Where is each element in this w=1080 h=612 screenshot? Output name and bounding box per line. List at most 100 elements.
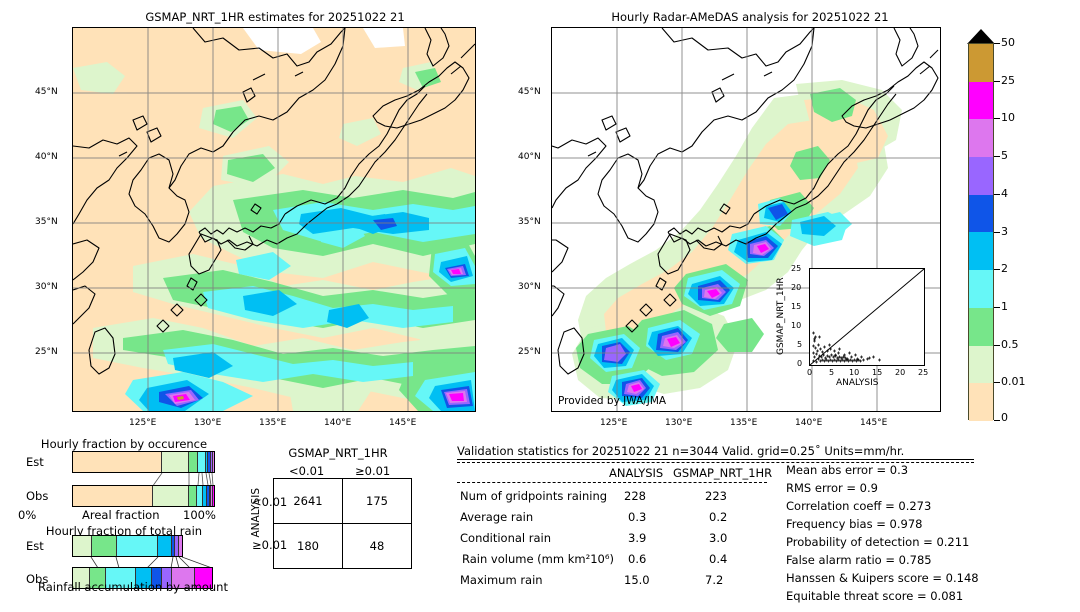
- tr-obs-seg-2: [106, 568, 136, 588]
- tr-obs-seg-6: [171, 568, 196, 588]
- right-lon-tick-0: 125°E: [600, 418, 628, 428]
- tr-obs-seg-0: [73, 568, 90, 588]
- total-rain-est-bar: [72, 535, 183, 557]
- tr-est-seg-0: [73, 536, 92, 556]
- contingency-cell-11: 48: [342, 523, 412, 569]
- right-lat-tick-4: 25°N: [518, 347, 541, 357]
- tr-est-seg-6: [178, 536, 182, 556]
- left-lat-tick-4: 25°N: [35, 347, 58, 357]
- cbar-label-50: 50: [1001, 36, 1015, 49]
- tr-obs-seg-4: [152, 568, 162, 588]
- occurrence-xlabel-left: 0%: [18, 508, 37, 522]
- occ-obs-seg-3: [197, 486, 203, 506]
- cbar-band-2-1: [969, 270, 993, 308]
- scatter-ytick-0: 0: [797, 359, 803, 368]
- occ-est-seg-2: [188, 452, 199, 472]
- table-row: 180 48: [273, 523, 412, 569]
- validation-score-2: Correlation coeff = 0.273: [786, 499, 932, 513]
- cbar-label-25: 25: [1001, 73, 1015, 87]
- occ-est-seg-0: [73, 452, 162, 472]
- validation-score-1: RMS error = 0.9: [786, 481, 878, 495]
- contingency-col-title: GSMAP_NRT_1HR: [288, 446, 388, 460]
- cbar-band-001-0: [969, 383, 993, 421]
- scatter-xtick-0: 0: [807, 368, 813, 377]
- scatter-y-axis-label: GSMAP_NRT_1HR: [776, 277, 786, 355]
- left-lat-tick-3: 30°N: [35, 282, 58, 292]
- validation-score-4: Probability of detection = 0.211: [786, 535, 970, 549]
- right-lat-tick-2: 35°N: [518, 217, 541, 227]
- right-lon-tick-1: 130°E: [665, 418, 693, 428]
- occurrence-connector-lines: [153, 473, 214, 485]
- right-lat-tick-3: 30°N: [518, 282, 541, 292]
- scatter-ytick-10: 10: [791, 321, 802, 330]
- scatter-ytick-5: 5: [797, 340, 803, 349]
- validation-row-name-3: Rain volume (mm km²10⁶): [462, 552, 614, 566]
- occ-obs-seg-2: [188, 486, 198, 506]
- cbar-label-001: 0.01: [1001, 375, 1026, 389]
- occurrence-title: Hourly fraction by occurence: [40, 437, 208, 451]
- cbar-label-2: 2: [1001, 262, 1008, 276]
- tr-est-seg-5: [175, 536, 179, 556]
- validation-score-0: Mean abs error = 0.3: [786, 463, 909, 477]
- cbar-label-1: 1: [1001, 299, 1008, 313]
- validation-row-gsmap-0: 223: [705, 489, 727, 503]
- validation-row-analysis-3: 0.6: [628, 552, 647, 566]
- scatter-ytick-20: 20: [791, 283, 802, 292]
- cbar-band-25-10: [969, 81, 993, 120]
- right-panel-title: Hourly Radar-AMeDAS analysis for 2025102…: [611, 10, 889, 24]
- contingency-cell-10: 180: [273, 523, 343, 569]
- occurrence-xlabel-right: 100%: [183, 508, 216, 522]
- occ-est-seg-7: [212, 452, 214, 472]
- left-lon-tick-1: 130°E: [194, 418, 222, 428]
- right-lon-tick-3: 140°E: [795, 418, 823, 428]
- right-lon-tick-2: 135°E: [730, 418, 758, 428]
- left-lat-tick-2: 35°N: [35, 217, 58, 227]
- left-panel-title: GSMAP_NRT_1HR estimates for 20251022 21: [145, 10, 405, 24]
- total-rain-connector-lines: [90, 557, 213, 568]
- validation-row-gsmap-1: 0.2: [709, 510, 728, 524]
- cbar-label-10: 10: [1001, 111, 1015, 125]
- scatter-ytick-15: 15: [791, 302, 802, 311]
- cbar-band-50-25: [969, 44, 993, 82]
- tr-est-seg-4: [172, 536, 176, 556]
- cbar-band-10-5: [969, 119, 993, 158]
- cbar-label-0: 0: [1001, 411, 1008, 424]
- total-rain-obs-bar: [72, 567, 213, 589]
- total-rain-caption: Rainfall accumulation by amount: [38, 580, 228, 594]
- left-lon-tick-0: 125°E: [129, 418, 157, 428]
- validation-score-5: False alarm ratio = 0.785: [786, 553, 932, 567]
- tr-obs-seg-5: [161, 568, 172, 588]
- occ-est-seg-5: [208, 452, 212, 472]
- left-lon-tick-2: 135°E: [259, 418, 287, 428]
- validation-row-gsmap-2: 3.0: [709, 531, 728, 545]
- tr-est-seg-3: [157, 536, 173, 556]
- occurrence-est-label: Est: [26, 455, 44, 469]
- validation-header: Validation statistics for 20251022 21 n=…: [457, 444, 905, 458]
- left-lon-tick-3: 140°E: [324, 418, 352, 428]
- occurrence-obs-bar: [72, 485, 215, 507]
- scatter-xtick-5: 5: [829, 368, 835, 377]
- scatter-xtick-10: 10: [849, 368, 860, 377]
- validation-row-name-1: Average rain: [460, 510, 534, 524]
- contingency-table: 2641 175 180 48: [273, 478, 412, 569]
- right-lat-tick-0: 45°N: [518, 87, 541, 97]
- right-lon-tick-4: 145°E: [860, 418, 888, 428]
- tr-obs-seg-3: [135, 568, 153, 588]
- total-rain-title: Hourly fraction of total rain: [45, 524, 203, 538]
- validation-score-3: Frequency bias = 0.978: [786, 517, 923, 531]
- validation-row-name-4: Maximum rain: [460, 573, 543, 587]
- validation-row-analysis-2: 3.9: [628, 531, 647, 545]
- cbar-label-05: 0.5: [1001, 337, 1019, 351]
- occurrence-est-bar: [72, 451, 215, 473]
- gsmap-estimates-map: [72, 27, 476, 412]
- occurrence-xlabel-center: Areal fraction: [82, 508, 160, 522]
- scatter-xtick-20: 20: [895, 368, 906, 377]
- contingency-col-header-1: ≥0.01: [355, 464, 391, 478]
- validation-row-gsmap-3: 0.4: [709, 552, 728, 566]
- tr-est-seg-2: [116, 536, 158, 556]
- occ-est-seg-1: [161, 452, 189, 472]
- occ-obs-seg-4: [202, 486, 207, 506]
- validation-col-header-analysis: ANALYSIS: [609, 466, 664, 480]
- cbar-band-3-2: [969, 232, 993, 271]
- occ-est-seg-4: [205, 452, 209, 472]
